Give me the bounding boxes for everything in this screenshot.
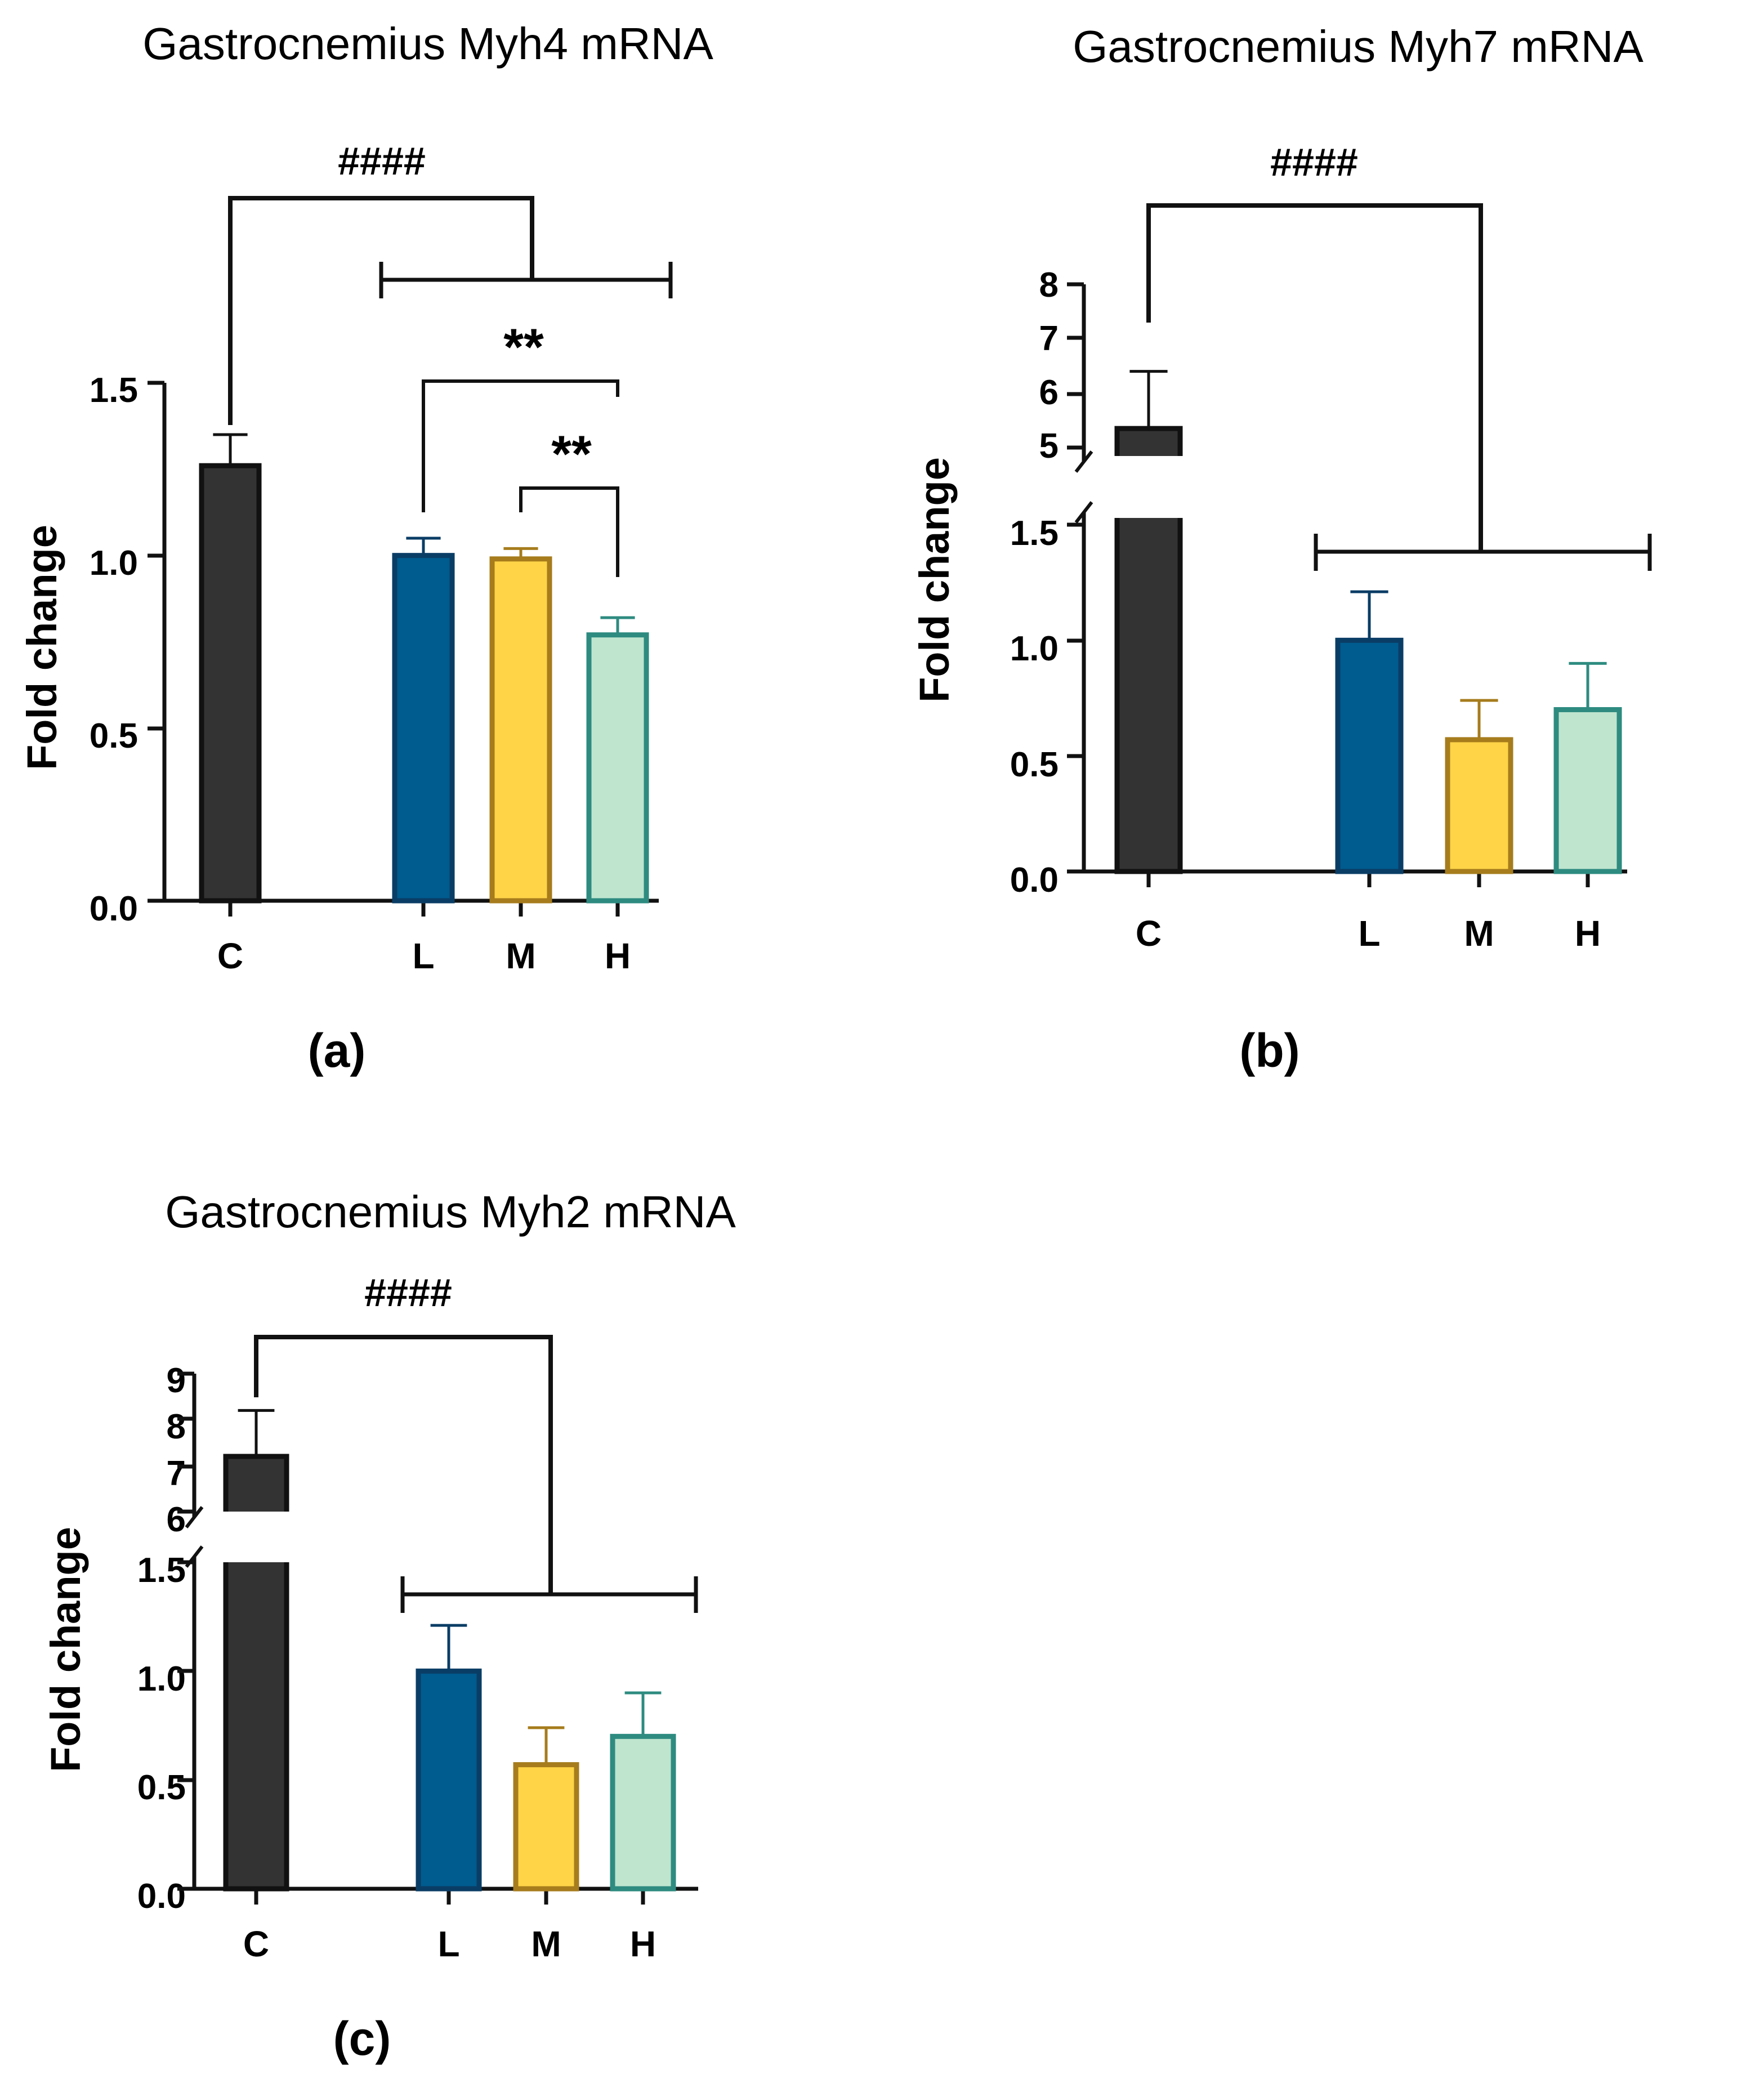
- chart-c-xtick-h: H: [630, 1924, 656, 1964]
- chart-a-ytick-1: 1.5: [90, 371, 138, 410]
- chart-c-xtick-m: M: [531, 1924, 561, 1964]
- chart-a: Gastrocnemius Myh4 mRNA Fold change 1.5 …: [19, 19, 713, 1077]
- chart-a-xtick-h: H: [605, 936, 631, 976]
- chart-c-xtick-c: C: [243, 1924, 269, 1964]
- chart-c-ytick-1-5: 1.5: [137, 1551, 186, 1590]
- chart-c-bar-h: [610, 1733, 676, 1892]
- chart-a-significance-m-h: **: [551, 426, 592, 483]
- chart-c-ytick-7: 7: [167, 1454, 186, 1493]
- chart-a-xtick-l: L: [412, 936, 434, 976]
- chart-b: Gastrocnemius Myh7 mRNA Fold change 8 7 …: [911, 21, 1652, 1077]
- chart-c-ytick-8: 8: [167, 1407, 186, 1446]
- chart-b-title: Gastrocnemius Myh7 mRNA: [1073, 21, 1644, 71]
- chart-c-y-axis-label: Fold change: [42, 1527, 89, 1772]
- chart-c-title: Gastrocnemius Myh2 mRNA: [165, 1187, 736, 1237]
- chart-a-ytick-4: 0.0: [90, 889, 138, 928]
- chart-c-bar-m: [513, 1762, 579, 1892]
- chart-b-panel-label: (b): [1239, 1024, 1299, 1077]
- chart-c-significance-hash: ####: [364, 1271, 452, 1315]
- chart-b-xtick-c: C: [1136, 913, 1162, 954]
- chart-b-bracket-hash: [1146, 203, 1483, 552]
- chart-c-axis-break-mark-top: [185, 1506, 204, 1528]
- chart-b-xtick-m: M: [1464, 913, 1494, 954]
- chart-b-ytick-1-0: 1.0: [1010, 629, 1059, 668]
- chart-c-ytick-6: 6: [167, 1500, 186, 1539]
- chart-b-ytick-1-5: 1.5: [1010, 514, 1059, 553]
- chart-a-xtick-c: C: [217, 936, 243, 976]
- chart-c-panel-label: (c): [333, 2012, 391, 2065]
- chart-a-ytick-2: 1.0: [90, 544, 138, 583]
- chart-b-bar-h: [1553, 707, 1622, 874]
- chart-a-bracket-m-h: [519, 486, 619, 577]
- chart-b-xtick-h: H: [1575, 913, 1601, 954]
- chart-a-title: Gastrocnemius Myh4 mRNA: [142, 19, 713, 69]
- chart-b-xtick-l: L: [1358, 913, 1380, 954]
- chart-a-y-axis-label: Fold change: [19, 525, 65, 770]
- chart-b-y-axis-label: Fold change: [911, 457, 958, 703]
- chart-b-ytick-0-5: 0.5: [1010, 745, 1059, 784]
- chart-c-ytick-0-0: 0.0: [137, 1877, 186, 1916]
- chart-b-ytick-0-0: 0.0: [1010, 861, 1059, 900]
- chart-a-bracket-l-h: [422, 379, 619, 512]
- chart-a-bar-m: [489, 556, 552, 904]
- chart-b-ytick-7: 7: [1039, 319, 1059, 358]
- chart-a-xtick-m: M: [506, 936, 535, 976]
- chart-c-ytick-1-0: 1.0: [137, 1660, 186, 1698]
- chart-b-bar-m: [1445, 737, 1513, 874]
- chart-b-ytick-5: 5: [1039, 427, 1059, 466]
- chart-a-significance-hash: ####: [338, 139, 426, 183]
- chart-c-axis-break-gap: [221, 1512, 291, 1562]
- chart-a-ytick-3: 0.5: [90, 717, 138, 756]
- chart-c-bracket-hash: [254, 1335, 553, 1594]
- chart-c-ytick-9: 9: [167, 1361, 186, 1400]
- chart-c: Gastrocnemius Myh2 mRNA Fold change 9 8 …: [42, 1187, 736, 2065]
- chart-b-significance-hash: ####: [1270, 140, 1358, 184]
- chart-a-significance-l-h: **: [503, 319, 544, 376]
- chart-b-ytick-8: 8: [1039, 266, 1059, 305]
- chart-c-xtick-l: L: [437, 1924, 459, 1964]
- chart-b-axis-break-mark-top: [1074, 450, 1093, 473]
- chart-b-bar-l: [1335, 637, 1404, 874]
- chart-a-bar-h: [586, 632, 649, 904]
- chart-c-ytick-0-5: 0.5: [137, 1768, 186, 1807]
- chart-c-bar-l: [416, 1668, 482, 1892]
- chart-b-axis-break-gap: [1113, 456, 1185, 518]
- chart-a-bracket-hash: [228, 196, 534, 425]
- chart-a-bar-c: [199, 463, 262, 904]
- chart-b-ytick-6: 6: [1039, 373, 1059, 412]
- chart-a-panel-label: (a): [308, 1024, 366, 1077]
- chart-a-bar-l: [392, 553, 455, 904]
- chart-b-axis-break-mark-bottom: [1074, 501, 1093, 524]
